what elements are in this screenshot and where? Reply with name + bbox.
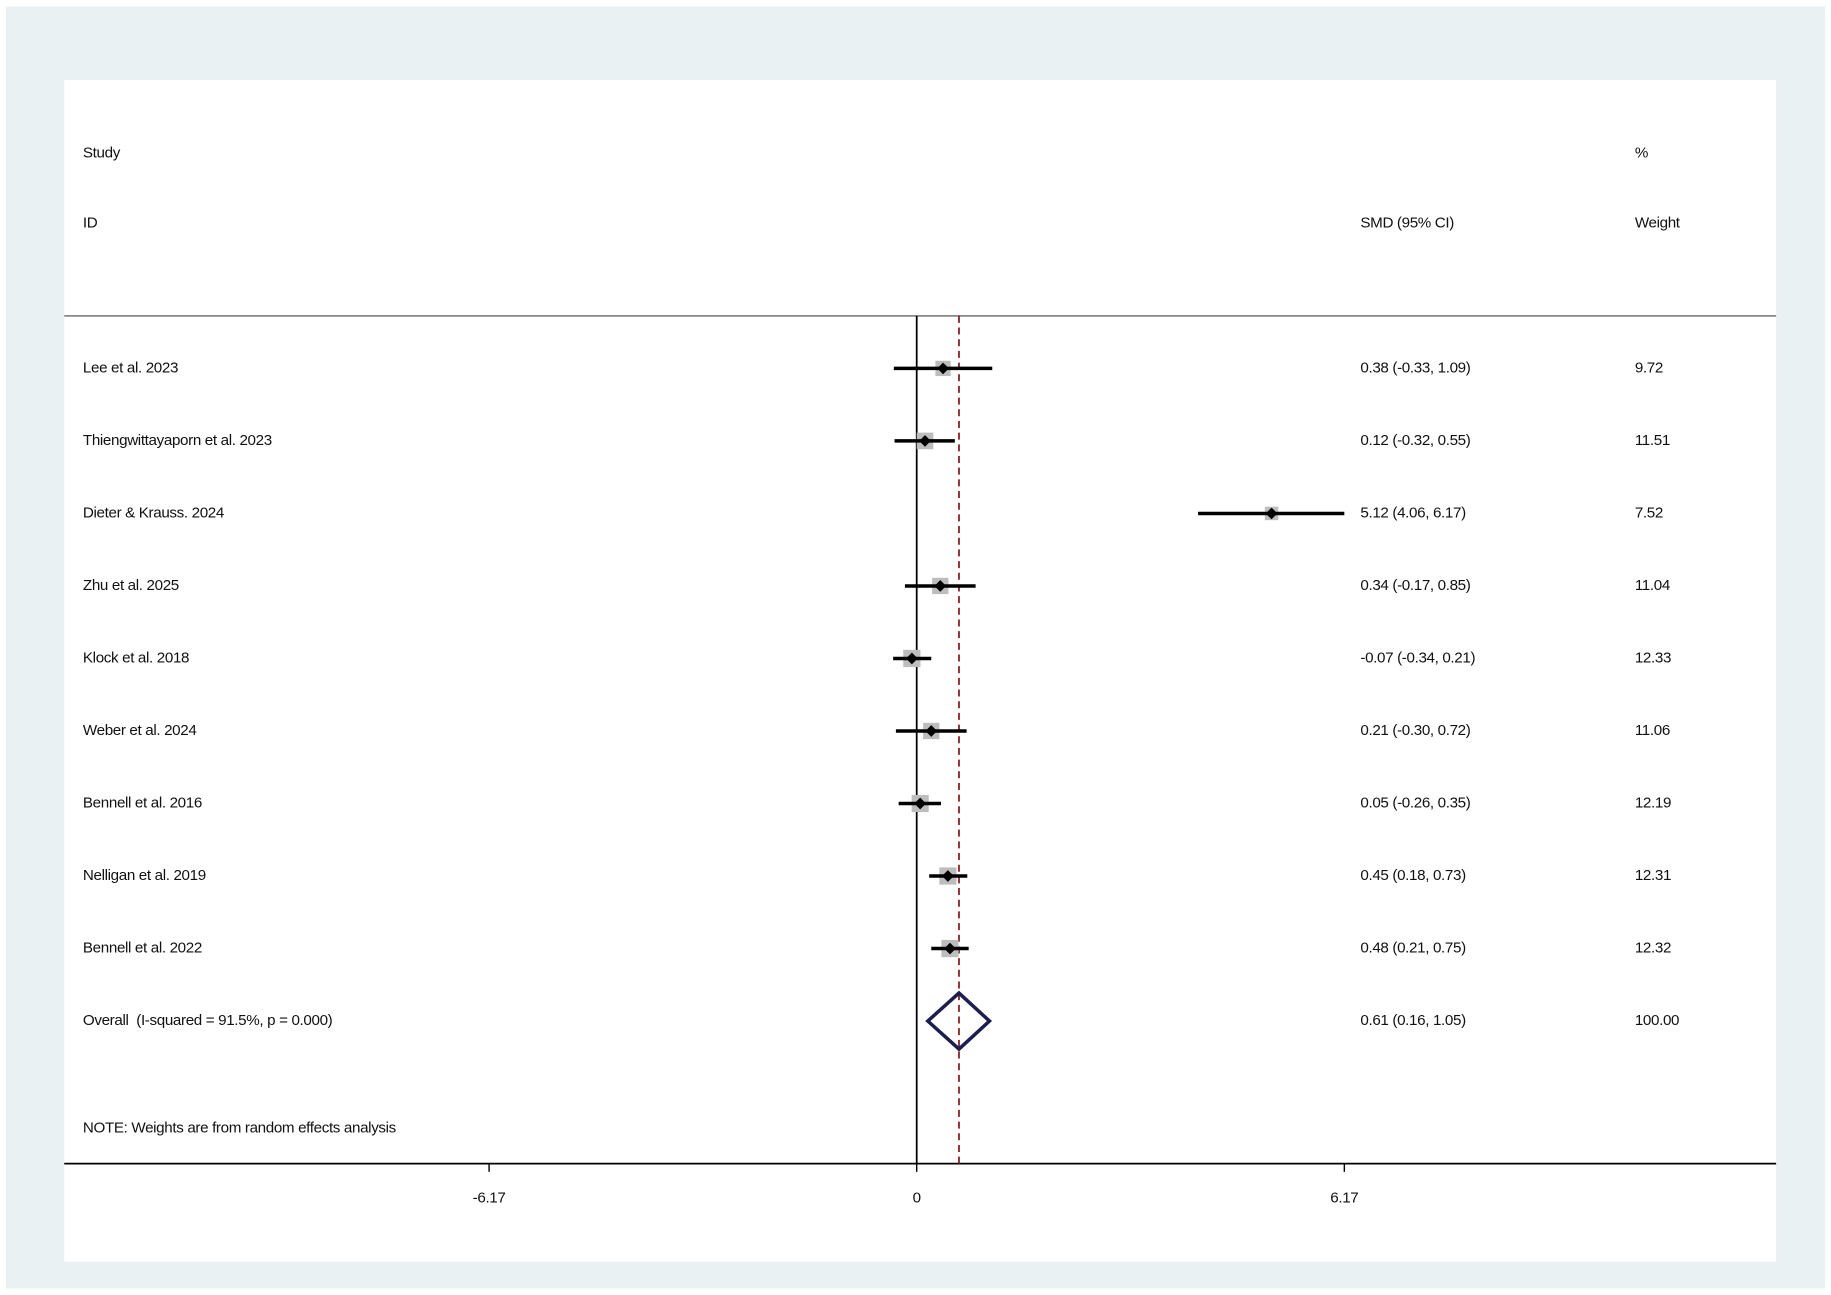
point-estimate xyxy=(919,435,931,447)
study-label: Dieter & Krauss. 2024 xyxy=(83,504,224,521)
study-label: Lee et al. 2023 xyxy=(83,359,178,376)
point-estimate xyxy=(942,870,954,882)
ci-label: 0.21 (-0.30, 0.72) xyxy=(1360,722,1470,739)
header-id: ID xyxy=(83,215,98,232)
weight-label: 11.04 xyxy=(1635,577,1670,594)
header-study: Study xyxy=(83,145,121,162)
ci-label: 0.05 (-0.26, 0.35) xyxy=(1360,795,1470,812)
study-label: Thiengwittayaporn et al. 2023 xyxy=(83,432,272,449)
ci-label: 0.45 (0.18, 0.73) xyxy=(1360,867,1466,884)
overall-diamond xyxy=(925,990,993,1052)
overall-ci-label: 0.61 (0.16, 1.05) xyxy=(1360,1012,1466,1029)
header-estimate: SMD (95% CI) xyxy=(1360,215,1454,232)
point-estimate xyxy=(934,580,947,592)
x-tick-label: 6.17 xyxy=(1330,1190,1358,1207)
study-label: Weber et al. 2024 xyxy=(83,722,197,739)
weight-label: 11.51 xyxy=(1635,432,1670,449)
weight-label: 12.33 xyxy=(1635,649,1671,666)
point-estimate xyxy=(914,797,927,810)
ci-label: 0.12 (-0.32, 0.55) xyxy=(1360,432,1470,449)
study-label: Zhu et al. 2025 xyxy=(83,577,179,594)
weight-label: 9.72 xyxy=(1635,359,1663,376)
weight-label: 12.32 xyxy=(1635,940,1671,957)
weight-label: 11.06 xyxy=(1635,722,1670,739)
header-weight-top: % xyxy=(1635,145,1648,162)
plot-panel xyxy=(64,79,1777,1262)
ci-label: 0.34 (-0.17, 0.85) xyxy=(1360,577,1470,594)
x-tick-label: -6.17 xyxy=(473,1190,506,1207)
weight-label: 12.31 xyxy=(1635,867,1671,884)
study-label: Bennell et al. 2016 xyxy=(83,795,202,812)
ci-label: 0.38 (-0.33, 1.09) xyxy=(1360,359,1470,376)
ci-label: 5.12 (4.06, 6.17) xyxy=(1360,504,1466,521)
header-weight: Weight xyxy=(1635,215,1681,232)
note: NOTE: Weights are from random effects an… xyxy=(83,1120,397,1137)
ci-label: -0.07 (-0.34, 0.21) xyxy=(1360,649,1475,666)
ci-label: 0.48 (0.21, 0.75) xyxy=(1360,940,1466,957)
study-label: Nelligan et al. 2019 xyxy=(83,867,206,884)
x-tick-label: 0 xyxy=(913,1190,921,1207)
point-estimate xyxy=(944,942,956,955)
study-label: Bennell et al. 2022 xyxy=(83,940,202,957)
weight-label: 12.19 xyxy=(1635,795,1671,812)
overall-weight-label: 100.00 xyxy=(1635,1012,1679,1029)
overall-label: Overall (I-squared = 91.5%, p = 0.000) xyxy=(83,1012,333,1029)
weight-label: 7.52 xyxy=(1635,504,1663,521)
study-label: Klock et al. 2018 xyxy=(83,649,189,666)
